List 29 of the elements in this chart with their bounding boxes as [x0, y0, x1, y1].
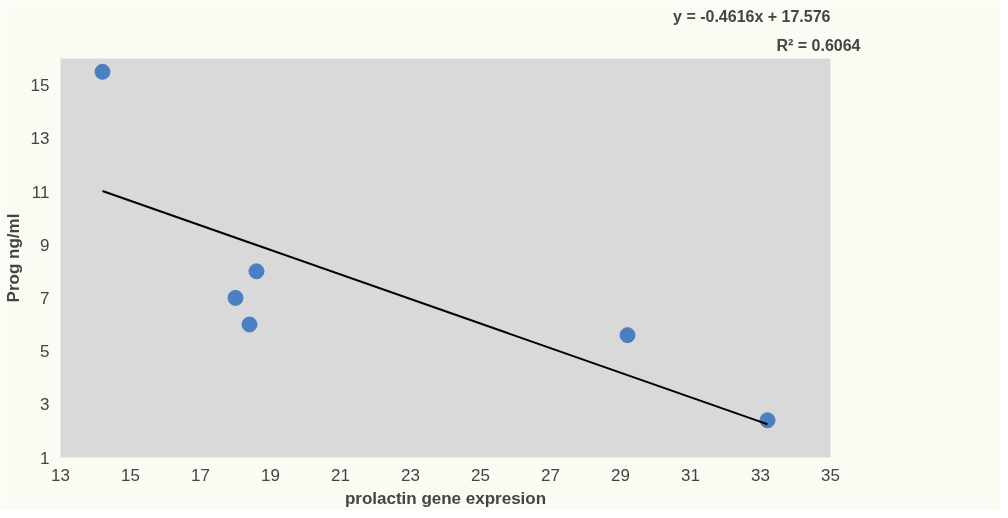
x-tick-label: 29 — [611, 465, 630, 485]
y-tick-label: 5 — [40, 342, 50, 362]
y-tick-label: 13 — [30, 129, 50, 149]
x-tick-label: 27 — [541, 465, 560, 485]
y-tick-label: 3 — [40, 395, 50, 415]
x-tick-label: 23 — [401, 465, 420, 485]
text: R² = 0.6064 — [776, 36, 861, 54]
text: y = -0.4616x + 17.576 — [673, 7, 831, 25]
x-tick-label: 25 — [471, 465, 490, 485]
point — [241, 316, 258, 333]
x-tick-label: 31 — [681, 465, 700, 485]
y-tick-label: 9 — [40, 235, 50, 255]
y-tick-label: 7 — [40, 288, 50, 308]
x-tick-label: 19 — [261, 465, 280, 485]
x-tick-label: 17 — [191, 465, 210, 485]
point — [759, 412, 776, 429]
point — [619, 327, 636, 344]
point — [94, 63, 111, 80]
y-tick-label: 1 — [40, 448, 50, 468]
y-tick-label: 11 — [31, 182, 50, 202]
x-tick-label: 21 — [331, 465, 350, 485]
y-axis-title: Prog ng/ml — [3, 213, 23, 303]
point — [227, 289, 244, 306]
point — [248, 263, 265, 280]
x-axis-title: prolactin gene expresion — [344, 488, 547, 508]
x-tick-label: 35 — [821, 465, 840, 485]
x-tick-label: 33 — [751, 465, 770, 485]
y-tick-label: 15 — [30, 76, 50, 96]
x-tick-label: 15 — [121, 465, 140, 485]
